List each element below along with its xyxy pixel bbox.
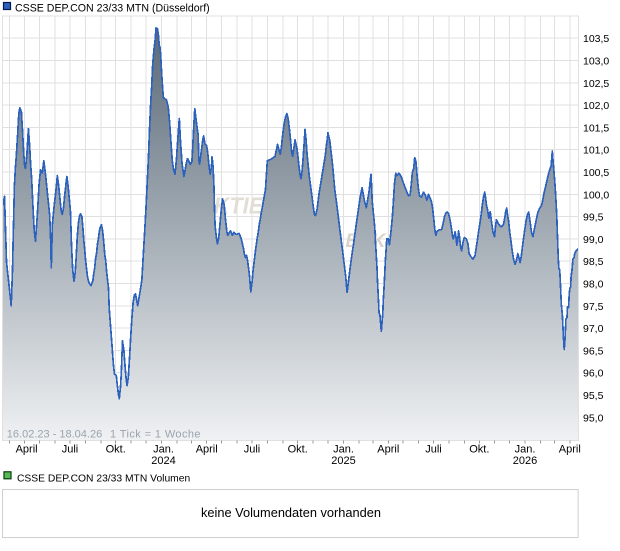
- svg-text:Okt.: Okt.: [288, 444, 308, 456]
- svg-text:April: April: [377, 444, 399, 456]
- svg-text:Juli: Juli: [244, 444, 261, 456]
- svg-text:keine Volumendaten vorhanden: keine Volumendaten vorhanden: [201, 505, 381, 520]
- svg-text:101,0: 101,0: [583, 145, 609, 157]
- svg-text:April: April: [196, 444, 218, 456]
- svg-text:103,0: 103,0: [583, 56, 609, 68]
- svg-text:Jan.: Jan.: [333, 444, 354, 456]
- svg-text:96,0: 96,0: [583, 368, 604, 380]
- svg-text:98,5: 98,5: [583, 256, 604, 268]
- svg-text:CSSE DEP.CON 23/33 MTN Volumen: CSSE DEP.CON 23/33 MTN Volumen: [17, 473, 190, 484]
- svg-text:Jan.: Jan.: [153, 444, 174, 456]
- svg-text:April: April: [559, 444, 581, 456]
- svg-text:Okt.: Okt.: [106, 444, 126, 456]
- svg-text:1 Tick = 1 Woche: 1 Tick = 1 Woche: [110, 429, 201, 441]
- svg-text:95,5: 95,5: [583, 390, 604, 402]
- svg-text:99,5: 99,5: [583, 212, 604, 224]
- svg-text:Juli: Juli: [425, 444, 442, 456]
- svg-text:98,0: 98,0: [583, 279, 604, 291]
- svg-text:100,0: 100,0: [583, 189, 609, 201]
- svg-text:2026: 2026: [513, 455, 537, 467]
- svg-text:Jan.: Jan.: [515, 444, 536, 456]
- svg-text:101,5: 101,5: [583, 122, 609, 134]
- svg-text:99,0: 99,0: [583, 234, 604, 246]
- svg-text:97,5: 97,5: [583, 301, 604, 313]
- svg-text:Okt.: Okt.: [469, 444, 489, 456]
- svg-text:102,0: 102,0: [583, 100, 609, 112]
- svg-text:Juli: Juli: [62, 444, 79, 456]
- svg-text:100,5: 100,5: [583, 167, 609, 179]
- svg-text:April: April: [16, 444, 38, 456]
- svg-text:95,0: 95,0: [583, 412, 604, 424]
- svg-text:2025: 2025: [331, 455, 355, 467]
- svg-text:96,5: 96,5: [583, 345, 604, 357]
- svg-text:97,0: 97,0: [583, 323, 604, 335]
- svg-text:103,5: 103,5: [583, 33, 609, 45]
- svg-text:16.02.23 - 18.04.26: 16.02.23 - 18.04.26: [7, 429, 102, 441]
- svg-text:2024: 2024: [151, 455, 175, 467]
- svg-text:102,5: 102,5: [583, 78, 609, 90]
- svg-text:CSSE DEP.CON 23/33 MTN (Düssel: CSSE DEP.CON 23/33 MTN (Düsseldorf): [15, 3, 210, 15]
